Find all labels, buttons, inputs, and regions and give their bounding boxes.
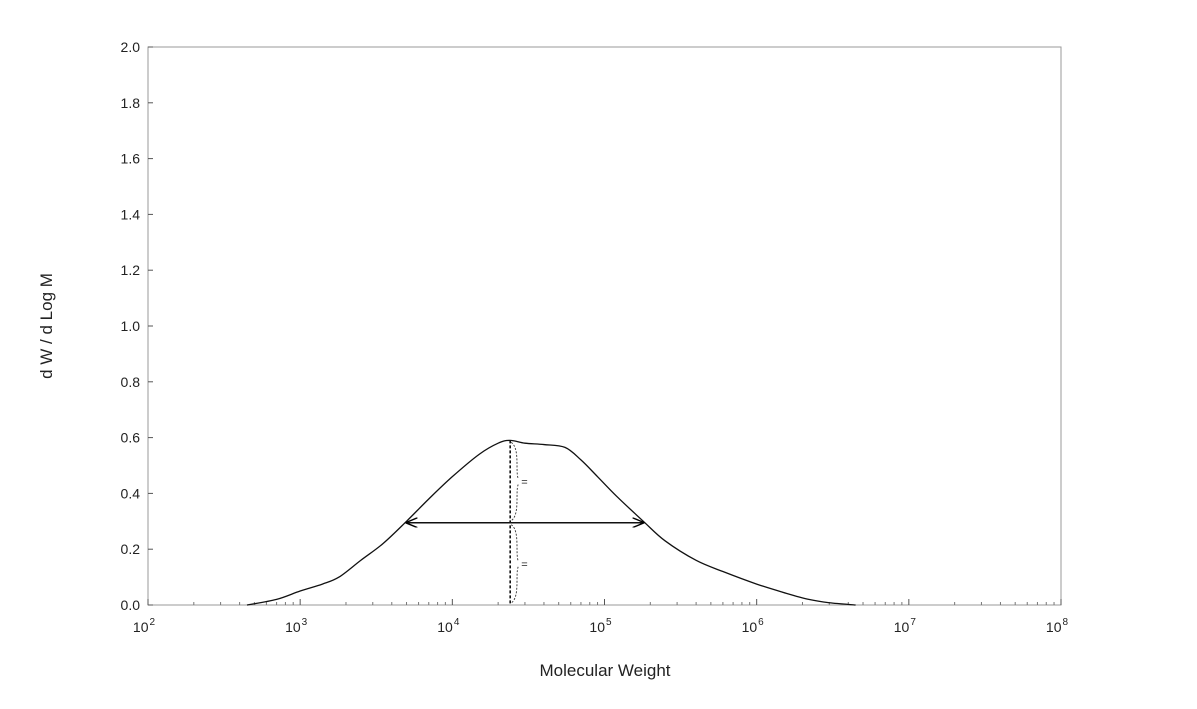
x-tick-label: 103 [285,617,308,635]
half-brace [510,524,519,604]
series-line [246,439,856,606]
y-tick-label: 1.4 [121,206,141,222]
x-tick-label: 105 [589,617,612,635]
x-tick-exponent: 7 [910,617,916,628]
x-tick-exponent: 2 [150,617,156,628]
x-tick-label: 108 [1046,617,1069,635]
y-tick-label: 0.4 [121,485,141,501]
x-tick-exponent: 8 [1063,617,1069,628]
x-tick-label: 104 [437,617,460,635]
x-tick-exponent: 5 [606,617,612,628]
plot-area [147,46,1062,606]
y-tick-label: 0.6 [121,430,141,446]
x-minor-ticks [193,602,1055,605]
equal-mark: = [521,559,527,571]
y-axis-ticks: 0.0 0.2 0.4 0.6 0.8 1.0 1.2 1.4 1.6 1.8 2.0 [121,39,153,613]
annotations-group: == [407,440,644,605]
y-tick-label: 0.0 [121,597,141,613]
x-axis-title: Molecular Weight [539,661,670,680]
series-group [246,439,856,606]
y-tick-label: 0.8 [121,374,141,390]
x-tick-label: 106 [742,617,765,635]
y-tick-label: 1.0 [121,318,141,334]
x-tick-label: 102 [133,617,156,635]
y-tick-label: 1.6 [121,151,141,167]
x-tick-exponent: 3 [302,617,308,628]
x-tick-label: 107 [894,617,917,635]
y-tick-label: 1.2 [121,262,141,278]
y-tick-label: 1.8 [121,95,141,111]
x-tick-exponent: 4 [454,617,460,628]
y-axis-title: d W / d Log M [37,273,56,379]
x-tick-exponent: 6 [758,617,764,628]
equal-mark: = [521,477,527,489]
half-brace [510,442,519,522]
y-tick-label: 0.2 [121,541,141,557]
y-tick-label: 2.0 [121,39,141,55]
